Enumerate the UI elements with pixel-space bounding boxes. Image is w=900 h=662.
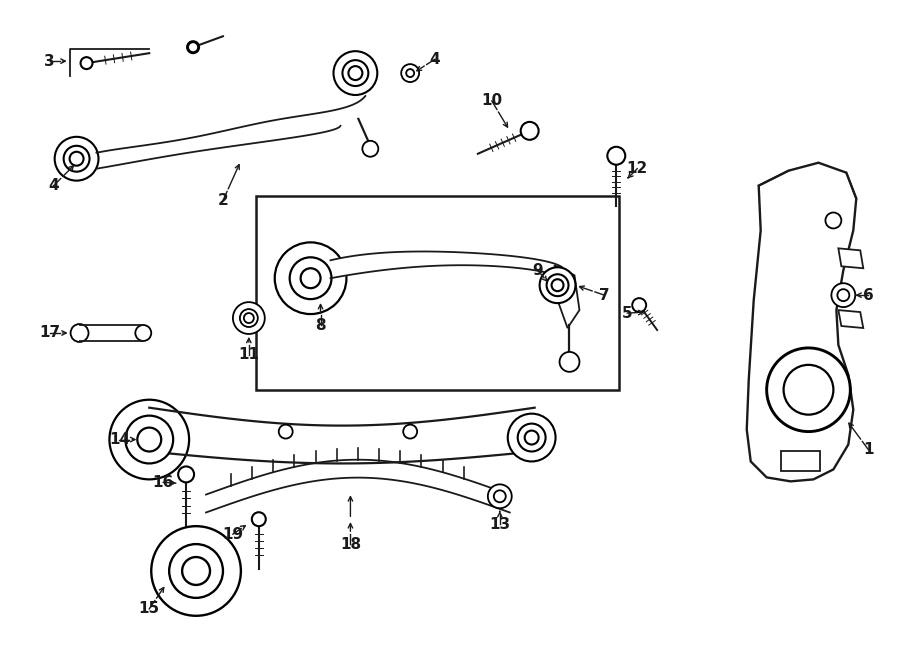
- Circle shape: [244, 313, 254, 323]
- Circle shape: [348, 66, 363, 80]
- Circle shape: [138, 428, 161, 451]
- Circle shape: [832, 283, 855, 307]
- Circle shape: [401, 64, 419, 82]
- Circle shape: [837, 289, 850, 301]
- Circle shape: [64, 146, 89, 171]
- Circle shape: [560, 352, 580, 372]
- Circle shape: [521, 122, 538, 140]
- Text: 1: 1: [863, 442, 874, 457]
- Circle shape: [334, 51, 377, 95]
- Circle shape: [178, 467, 194, 483]
- Circle shape: [301, 268, 320, 288]
- Circle shape: [343, 60, 368, 86]
- Text: 15: 15: [139, 601, 160, 616]
- Circle shape: [69, 152, 84, 166]
- Circle shape: [546, 274, 569, 296]
- Circle shape: [125, 416, 173, 463]
- Text: 2: 2: [218, 193, 229, 208]
- Circle shape: [767, 348, 850, 432]
- Text: 7: 7: [599, 288, 609, 303]
- Polygon shape: [747, 163, 856, 481]
- Polygon shape: [554, 265, 580, 328]
- Circle shape: [188, 42, 198, 52]
- Text: 5: 5: [622, 306, 633, 320]
- Circle shape: [403, 424, 417, 438]
- Circle shape: [608, 147, 625, 165]
- Circle shape: [274, 242, 346, 314]
- Text: 16: 16: [153, 475, 174, 490]
- Circle shape: [240, 309, 257, 327]
- Circle shape: [187, 41, 199, 53]
- Text: 12: 12: [626, 161, 648, 176]
- Circle shape: [55, 137, 98, 181]
- Circle shape: [488, 485, 512, 508]
- Circle shape: [540, 267, 575, 303]
- Text: 13: 13: [490, 516, 510, 532]
- Circle shape: [406, 69, 414, 77]
- Circle shape: [525, 430, 538, 444]
- Text: 17: 17: [39, 326, 60, 340]
- Circle shape: [825, 213, 842, 228]
- Text: 3: 3: [44, 54, 55, 69]
- Circle shape: [518, 424, 545, 451]
- Circle shape: [784, 365, 833, 414]
- Circle shape: [508, 414, 555, 461]
- Text: 6: 6: [863, 288, 874, 303]
- Circle shape: [363, 141, 378, 157]
- Text: 9: 9: [532, 263, 543, 278]
- Circle shape: [70, 324, 88, 342]
- Circle shape: [290, 258, 331, 299]
- Text: 10: 10: [482, 93, 502, 109]
- Circle shape: [494, 491, 506, 502]
- Circle shape: [279, 424, 292, 438]
- Circle shape: [169, 544, 223, 598]
- Circle shape: [632, 298, 646, 312]
- Text: 4: 4: [49, 178, 59, 193]
- Polygon shape: [780, 451, 821, 471]
- Bar: [256, 195, 619, 390]
- Circle shape: [151, 526, 241, 616]
- Circle shape: [135, 325, 151, 341]
- Polygon shape: [839, 310, 863, 328]
- Text: 8: 8: [315, 318, 326, 332]
- Text: 11: 11: [238, 348, 259, 362]
- Circle shape: [182, 557, 210, 585]
- Circle shape: [233, 302, 265, 334]
- Polygon shape: [839, 248, 863, 268]
- Circle shape: [110, 400, 189, 479]
- Circle shape: [552, 279, 563, 291]
- Text: 18: 18: [340, 537, 361, 551]
- Circle shape: [81, 57, 93, 69]
- Text: 14: 14: [109, 432, 130, 447]
- Text: 19: 19: [222, 527, 244, 542]
- Circle shape: [252, 512, 266, 526]
- Text: 4: 4: [430, 52, 440, 67]
